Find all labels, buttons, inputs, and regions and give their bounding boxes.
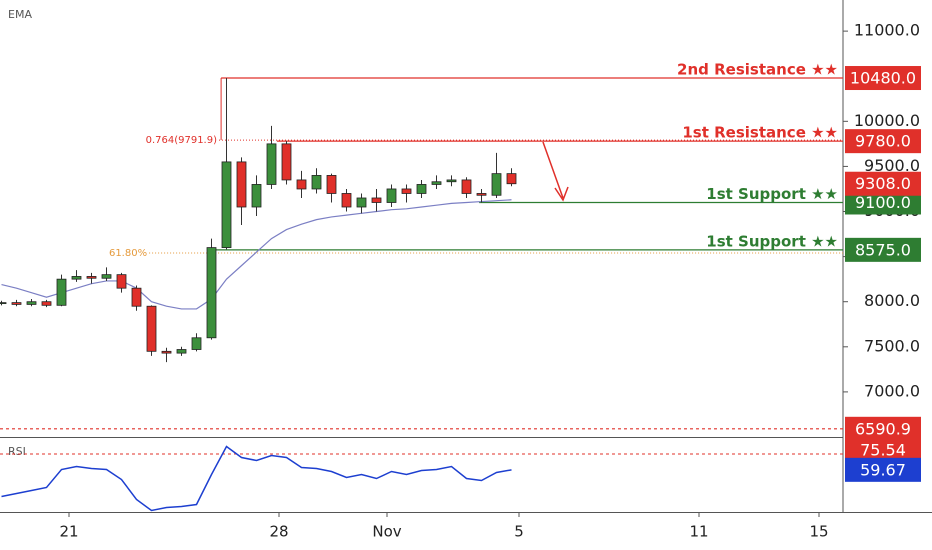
rsi-label: RSI [8, 445, 26, 458]
level-tag: 6590.9 [855, 419, 911, 438]
level-tag: 10480.0 [850, 69, 916, 88]
x-tick-label: 28 [269, 523, 288, 541]
candle-body [386, 188, 397, 203]
candle-body [311, 175, 322, 190]
candle-body [266, 143, 277, 185]
y-tick-label: 11000.0 [854, 21, 920, 40]
candle-body [446, 179, 457, 183]
candle-body [206, 247, 217, 339]
candle-body [191, 337, 202, 350]
last-price-tag-bg [845, 171, 921, 196]
candle-body [416, 184, 427, 194]
level-tag-bg [845, 237, 921, 262]
y-tick-label: 7000.0 [864, 381, 920, 400]
level-tag: 9100.0 [855, 193, 911, 212]
candle-body [0, 302, 7, 305]
last-price-tag: 9308.0 [855, 174, 911, 193]
candle-body [56, 278, 67, 306]
x-tick-label: 15 [809, 523, 828, 541]
fib-label: 61.80% [109, 248, 147, 259]
candle-body [41, 301, 52, 306]
candle-body [491, 173, 502, 196]
candle-body [11, 302, 22, 305]
candle-body [326, 175, 337, 194]
candle-body [251, 184, 262, 208]
rsi-last-tag: 59.67 [860, 460, 906, 479]
candle-body [281, 143, 292, 181]
y-tick-label: 8000.0 [864, 291, 920, 310]
y-tick-label: 7500.0 [864, 336, 920, 355]
x-tick-label: 5 [514, 523, 524, 541]
rsi-level-tag: 75.54 [860, 440, 906, 459]
rsi-last-tag-bg [845, 457, 921, 482]
candle-body [296, 179, 307, 190]
candle-body [461, 179, 472, 194]
projection-arrow [542, 141, 569, 202]
candle-body [161, 350, 172, 354]
candle-body [476, 193, 487, 196]
candle-body [401, 188, 412, 194]
candle-body [86, 276, 97, 279]
ema-line [1, 199, 512, 310]
level-label: 1st Resistance ★★ [682, 124, 838, 142]
candle-body [26, 301, 37, 305]
fib-label: 0.764(9791.9) [146, 135, 218, 146]
candle-body [176, 349, 187, 354]
candle-body [341, 193, 352, 208]
candle-body [371, 197, 382, 203]
candle-body [101, 274, 112, 279]
level-tag: 9780.0 [855, 132, 911, 151]
y-tick-label: 10000.0 [854, 111, 920, 130]
level-label: 2nd Resistance ★★ [677, 61, 838, 79]
x-tick-label: Nov [372, 523, 401, 541]
candle-body [116, 274, 127, 289]
indicator-label: EMA [8, 8, 32, 21]
level-tag-bg [845, 129, 921, 154]
y-tick-label: 9500.0 [864, 156, 920, 175]
level-tag: 8575.0 [855, 240, 911, 259]
x-tick-label: 21 [59, 523, 78, 541]
level-tag-bg [845, 66, 921, 91]
x-tick-label: 11 [689, 523, 708, 541]
level-tag-bg [845, 416, 921, 441]
candle-body [506, 173, 517, 185]
candle-body [356, 197, 367, 208]
rsi-line [1, 445, 512, 512]
candle-body [146, 305, 157, 352]
candle-body [236, 161, 247, 208]
level-label: 1st Support ★★ [706, 232, 838, 250]
candle-body [431, 181, 442, 185]
candle-body [71, 276, 82, 280]
candle-body [221, 161, 232, 248]
candle-body [131, 287, 142, 307]
level-label: 1st Support ★★ [706, 185, 838, 203]
